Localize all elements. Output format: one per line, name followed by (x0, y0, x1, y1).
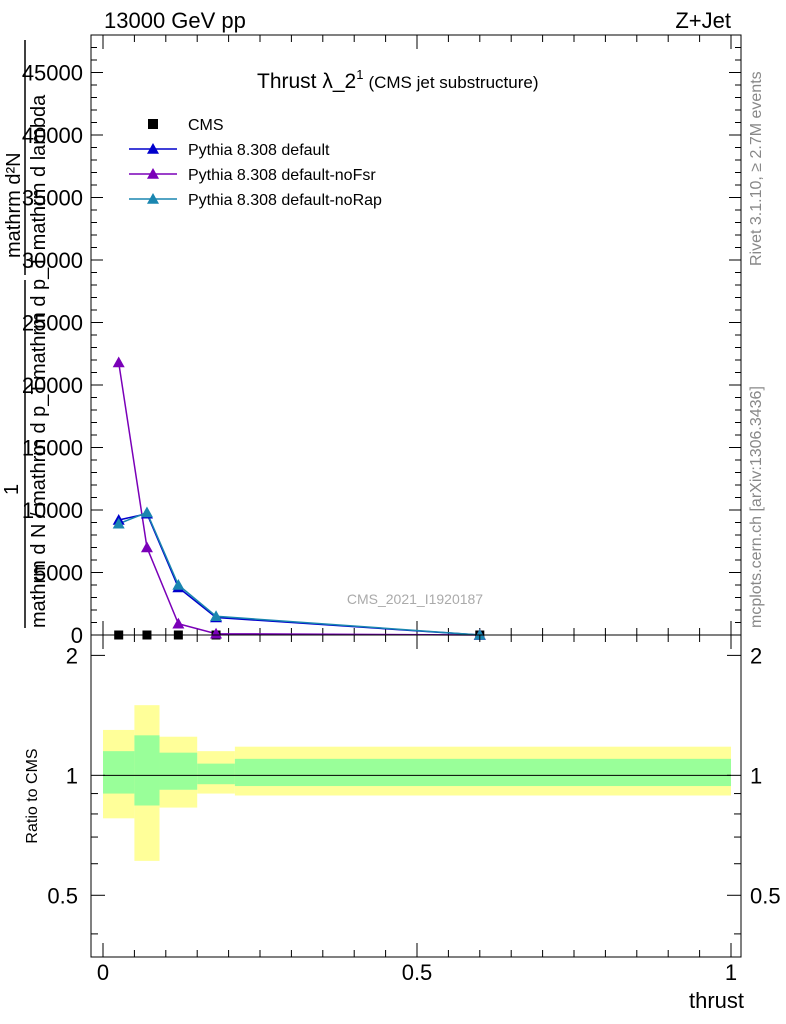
main-y-axis: 0 5000 10000 15000 20000 25000 30000 35000 40000… (22, 47, 741, 648)
x-axis-label: thrust (689, 988, 744, 1013)
legend-entry-label: Pythia 8.308 default-noFsr (188, 167, 376, 184)
series-3-point (172, 579, 185, 590)
ratio-inner-band-bin (134, 735, 160, 806)
mcplots-label: mcplots.cern.ch [arXiv:1306.3436] (748, 386, 765, 628)
series-line-3 (118, 511, 480, 636)
ratio-y-tick-label-left: 0.5 (47, 883, 78, 908)
ratio-y-axis-label: Ratio to CMS (24, 748, 41, 843)
legend-marker-cms (148, 119, 158, 129)
main-x-axis-ticks (102, 35, 732, 635)
legend-marker (147, 193, 159, 204)
series-2-point (172, 617, 185, 629)
main-y-tick-label: 30000 (22, 248, 83, 273)
x-tick-label: 0.5 (402, 960, 433, 985)
ratio-panel: 0.5 0.51 12 2 0 0.5 1 Ratio to CMS thrust (24, 634, 781, 1013)
ratio-inner-band-bin (159, 752, 198, 790)
analysis-watermark: CMS_2021_I1920187 (347, 591, 483, 607)
x-tick-label: 0 (97, 960, 109, 985)
x-tick-label: 1 (725, 960, 737, 985)
main-y-tick-label: 25000 (22, 311, 83, 336)
main-y-tick-label: 20000 (22, 373, 83, 398)
series-line-1 (118, 512, 480, 636)
chart-title-sup: 1 (356, 67, 363, 82)
legend-entry-label: Pythia 8.308 default (188, 142, 330, 159)
series-3-point (140, 506, 153, 518)
legend-entry-label: CMS (188, 117, 224, 134)
main-panel: 0 5000 10000 15000 20000 25000 30000 35000 40000… (1, 34, 742, 648)
legend-entry-label: Pythia 8.308 default-noRap (188, 192, 382, 209)
process-label: Z+Jet (675, 8, 731, 33)
main-y-tick-label: 45000 (22, 61, 83, 86)
chart-subtitle: (CMS jet substructure) (368, 73, 538, 92)
series-3-point (112, 517, 125, 529)
main-y-tick-label: 10000 (22, 498, 83, 523)
ylabel-denominator-bottom: mathrm d N / mathrm d p_T (28, 382, 50, 628)
chart-title: Thrust λ_21 (CMS jet substructure) (257, 67, 539, 93)
ratio-y-tick-label-left: 1 (66, 763, 78, 788)
series-3-point (210, 610, 223, 622)
ratio-inner-band-bin (103, 751, 135, 794)
ylabel-denominator-top: mathrm d p_T mathrm d lambda (28, 94, 50, 380)
series-2-point (210, 627, 223, 639)
series-3-point (473, 629, 486, 640)
legend-marker (147, 168, 159, 179)
collision-label: 13000 GeV pp (104, 8, 246, 33)
main-y-axis-label: mathrm d²N mathrm d p_T mathrm d lambda … (1, 40, 50, 628)
ratio-y-tick-label-right: 2 (750, 643, 762, 668)
main-y-tick-label: 5000 (34, 561, 83, 586)
ratio-y-tick-label-right: 1 (750, 763, 762, 788)
rivet-version-label: Rivet 3.1.10, ≥ 2.7M events (748, 71, 765, 266)
main-y-tick-label: 40000 (22, 123, 83, 148)
main-y-tick-label: 15000 (22, 436, 83, 461)
series-2-point (140, 541, 153, 553)
main-y-tick-label: 35000 (22, 186, 83, 211)
ratio-y-axis: 0.5 0.5 1 1 2 2 (47, 643, 781, 935)
ylabel-one: 1 (1, 484, 23, 495)
ratio-bands (103, 705, 731, 861)
ylabel-numerator: mathrm d²N (3, 152, 25, 258)
ratio-y-tick-label-right: 0.5 (750, 883, 781, 908)
main-y-tick-label: 0 (71, 623, 83, 648)
ratio-inner-band-bin (234, 758, 731, 787)
ratio-x-axis: 0 0.5 1 (97, 635, 737, 985)
series-2-point (112, 356, 125, 368)
ratio-plot-frame (90, 634, 742, 958)
legend-marker (147, 143, 159, 154)
legend: CMS Pythia 8.308 default Pythia 8.308 defa… (129, 117, 382, 209)
ratio-y-tick-label-left: 2 (66, 643, 78, 668)
chart-title-main: Thrust λ_2 (257, 70, 356, 93)
ratio-inner-band-bin (197, 763, 235, 785)
